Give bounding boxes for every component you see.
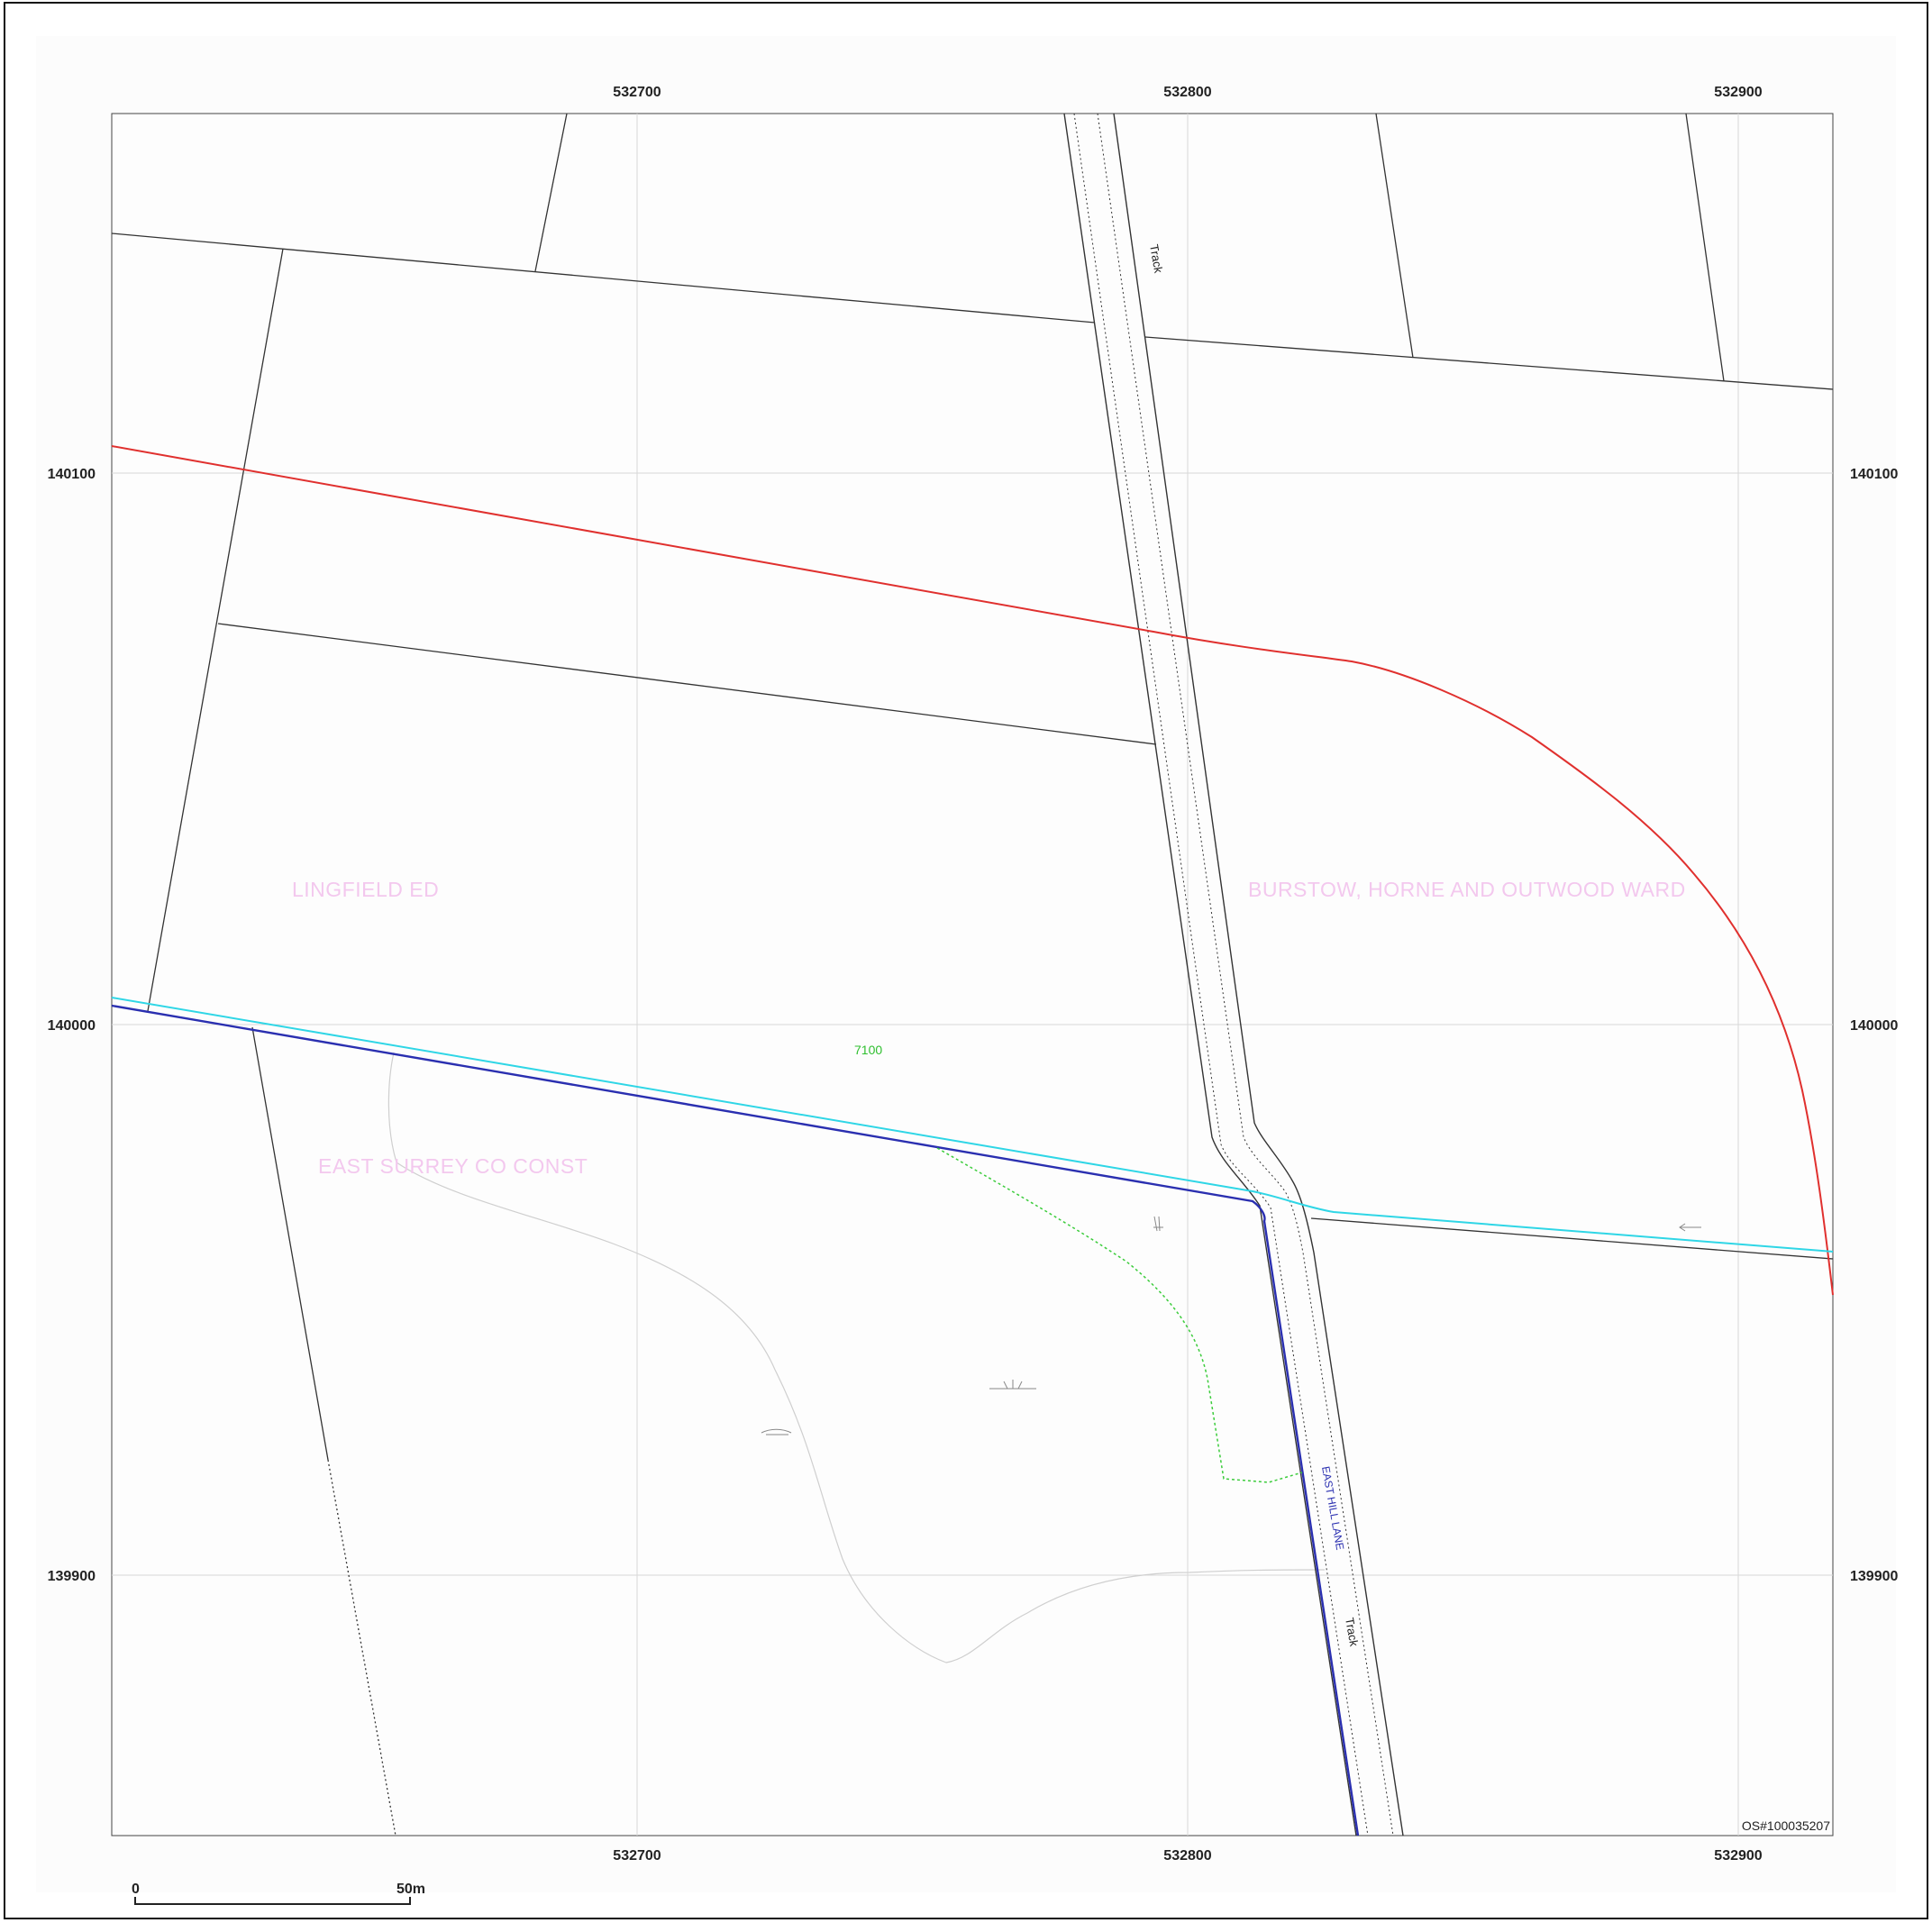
cyan-constituency-boundary bbox=[111, 997, 1834, 1253]
parcel-line-8 bbox=[251, 1026, 329, 1461]
grid-lines bbox=[112, 114, 1833, 1836]
parcel-line-3 bbox=[534, 113, 568, 272]
track-west-edge bbox=[1063, 113, 1357, 1836]
area-label-lingfield: LINGFIELD ED bbox=[292, 878, 439, 901]
vegetation-symbols bbox=[761, 1216, 1701, 1435]
map-panel-border bbox=[111, 113, 1834, 1836]
track-label-south: Track bbox=[1343, 1617, 1361, 1648]
parcel-line-1 bbox=[111, 232, 1096, 324]
x-axis-labels-top: 532700 532800 532900 bbox=[613, 85, 1762, 100]
area-label-east-surrey: EAST SURREY CO CONST bbox=[318, 1154, 588, 1178]
scale-bar-start-label: 0 bbox=[132, 1882, 140, 1897]
x-tick-bottom-532700: 532700 bbox=[613, 1848, 661, 1864]
scale-bar-line bbox=[134, 1897, 411, 1905]
parcel-line-6 bbox=[147, 248, 284, 1012]
x-tick-bottom-532900: 532900 bbox=[1714, 1848, 1762, 1864]
y-axis-labels-right: 140100 140000 139900 bbox=[1850, 467, 1898, 1584]
y-tick-right-140000: 140000 bbox=[1850, 1018, 1898, 1034]
track-road bbox=[1063, 113, 1404, 1836]
x-tick-top-532800: 532800 bbox=[1163, 85, 1211, 100]
y-axis-labels-left: 140100 140000 139900 bbox=[48, 467, 96, 1584]
x-tick-top-532900: 532900 bbox=[1714, 85, 1762, 100]
marsh-symbol-2 bbox=[761, 1428, 792, 1435]
y-tick-right-139900: 139900 bbox=[1850, 1569, 1898, 1584]
scale-bar: 0 50m bbox=[132, 1882, 425, 1905]
x-axis-labels-bottom: 532700 532800 532900 bbox=[613, 1848, 1762, 1864]
arrow-symbol bbox=[1679, 1223, 1701, 1232]
contour-label: 7100 bbox=[854, 1043, 882, 1057]
parcel-line-9 bbox=[1310, 1217, 1834, 1260]
scale-bar-end-label: 50m bbox=[396, 1882, 425, 1897]
y-tick-left-140000: 140000 bbox=[48, 1018, 96, 1034]
y-tick-left-140100: 140100 bbox=[48, 467, 96, 482]
blue-county-boundary bbox=[111, 1004, 1360, 1836]
red-ward-boundary bbox=[111, 445, 1834, 1296]
marsh-symbol-1 bbox=[989, 1380, 1036, 1390]
track-dotted-1 bbox=[1073, 113, 1369, 1836]
x-tick-top-532700: 532700 bbox=[613, 85, 661, 100]
y-tick-left-139900: 139900 bbox=[48, 1569, 96, 1584]
track-east-edge bbox=[1113, 113, 1404, 1836]
parcel-line-7 bbox=[217, 623, 1157, 745]
parcel-line-5 bbox=[1685, 113, 1725, 382]
track-label-north: Track bbox=[1147, 243, 1165, 275]
reed-symbol bbox=[1153, 1216, 1163, 1232]
map-panel[interactable]: LINGFIELD ED BURSTOW, HORNE AND OUTWOOD … bbox=[111, 113, 1834, 1836]
x-tick-bottom-532800: 532800 bbox=[1163, 1848, 1211, 1864]
faint-footpath bbox=[387, 1052, 1326, 1663]
y-tick-right-140100: 140100 bbox=[1850, 467, 1898, 482]
copyright-text: OS#100035207 bbox=[1742, 1818, 1830, 1833]
parcel-boundaries bbox=[111, 113, 1834, 1461]
track-centre-lines bbox=[1073, 113, 1394, 1836]
parcel-line-4 bbox=[1375, 113, 1414, 359]
parcel-dotted-line bbox=[327, 1459, 396, 1836]
area-label-burstow: BURSTOW, HORNE AND OUTWOOD WARD bbox=[1248, 878, 1686, 901]
track-dotted-2 bbox=[1097, 113, 1394, 1836]
parcel-line-2 bbox=[1144, 336, 1834, 390]
